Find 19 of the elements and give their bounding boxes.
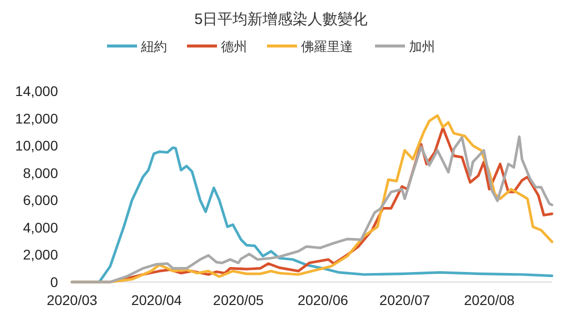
x-tick-label: 2020/08 (464, 292, 515, 308)
legend-label: 紐約 (140, 39, 167, 54)
chart-title: 5日平均新增感染人數變化 (194, 11, 368, 28)
x-tick-label: 2020/03 (46, 292, 98, 308)
y-tick-label: 10,000 (15, 138, 58, 154)
y-tick-label: 0 (50, 274, 58, 290)
legend-label: 德州 (221, 39, 247, 54)
y-tick-label: 14,000 (15, 83, 58, 99)
y-tick-label: 12,000 (15, 110, 58, 126)
legend-label: 加州 (409, 39, 435, 54)
x-tick-label: 2020/06 (298, 292, 348, 308)
y-tick-label: 6,000 (22, 192, 58, 208)
x-tick-label: 2020/04 (131, 292, 182, 308)
y-tick-label: 8,000 (22, 164, 58, 181)
x-tick-label: 2020/07 (379, 292, 430, 308)
y-tick-label: 4,000 (22, 219, 58, 236)
legend-label: 佛羅里達 (301, 39, 353, 54)
x-tick-label: 2020/05 (213, 292, 264, 308)
y-tick-label: 2,000 (22, 246, 58, 263)
